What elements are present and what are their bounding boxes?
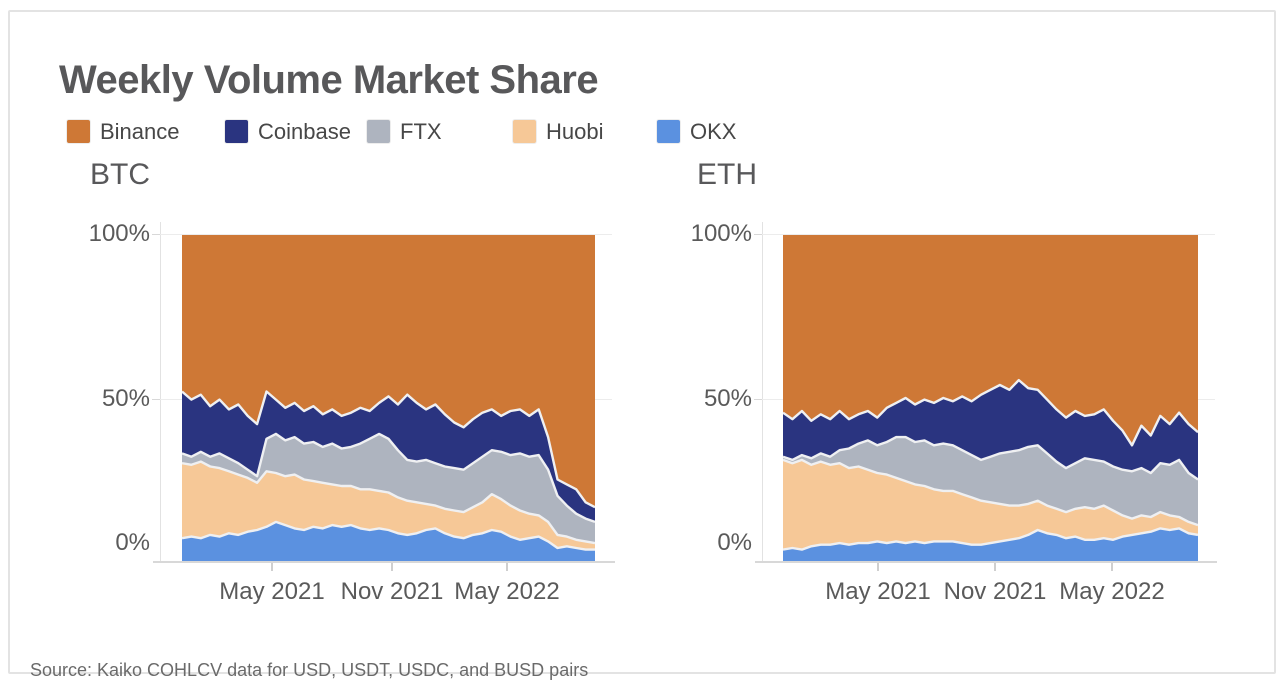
legend-swatch-okx	[657, 120, 680, 143]
btc-y-axis-line	[160, 222, 161, 563]
eth-x-label-may2021: May 2021	[825, 578, 931, 605]
btc-chart-subtitle: BTC	[90, 158, 150, 191]
area-binance	[783, 235, 1198, 446]
legend-swatch-ftx	[367, 120, 390, 143]
eth-x-label-nov2021: Nov 2021	[943, 578, 1047, 605]
area-coinbase	[783, 380, 1198, 480]
btc-gridline-100	[160, 234, 612, 235]
eth-gridline-100	[762, 234, 1215, 235]
legend-swatch-coinbase	[225, 120, 248, 143]
eth-x-tick-nov2021	[994, 563, 996, 571]
boundary-huobi	[783, 458, 1198, 527]
boundary-huobi	[182, 460, 595, 545]
btc-y-label-50: 50%	[101, 385, 150, 412]
boundary-coinbase	[783, 378, 1198, 447]
boundary-coinbase	[182, 390, 595, 509]
legend-label-coinbase: Coinbase	[258, 119, 351, 144]
boundary-okx	[182, 520, 595, 551]
area-okx	[783, 528, 1198, 561]
area-ftx	[783, 437, 1198, 526]
eth-chart-subtitle: ETH	[697, 158, 757, 191]
area-ftx	[182, 433, 595, 544]
eth-y-label-100: 100%	[690, 220, 752, 247]
btc-stacked-area-chart	[182, 235, 595, 561]
eth-y-tick-50	[754, 399, 762, 400]
eth-stacked-area-chart	[783, 235, 1198, 561]
btc-x-tick-may2021	[271, 563, 273, 571]
btc-y-tick-50	[152, 399, 160, 400]
area-huobi	[783, 459, 1198, 550]
area-huobi	[182, 461, 595, 550]
btc-y-label-100: 100%	[88, 220, 150, 247]
btc-x-label-may2022: May 2022	[454, 578, 560, 605]
btc-x-tick-may2022	[506, 563, 508, 571]
eth-x-tick-may2022	[1111, 563, 1113, 571]
btc-x-tick-nov2021	[391, 563, 393, 571]
legend-label-okx: OKX	[690, 119, 737, 144]
area-okx	[182, 521, 595, 561]
eth-x-label-may2022: May 2022	[1059, 578, 1165, 605]
source-note: Source: Kaiko COHLCV data for USD, USDT,…	[30, 660, 589, 680]
eth-y-axis-line	[762, 222, 763, 563]
eth-y-label-0: 0%	[717, 529, 752, 556]
boundary-ftx	[783, 435, 1198, 481]
eth-y-tick-100	[754, 234, 762, 235]
legend-label-ftx: FTX	[400, 119, 442, 144]
btc-y-label-0: 0%	[115, 529, 150, 556]
area-binance	[182, 235, 595, 508]
chart-card: Weekly Volume Market Share Binance Coinb…	[8, 10, 1276, 680]
btc-y-tick-100	[152, 234, 160, 235]
eth-y-label-50: 50%	[703, 385, 752, 412]
area-coinbase	[182, 391, 595, 522]
boundary-ftx	[182, 432, 595, 524]
btc-x-label-may2021: May 2021	[219, 578, 325, 605]
legend-label-binance: Binance	[100, 119, 180, 144]
btc-x-axis-line	[153, 561, 615, 563]
legend-label-huobi: Huobi	[546, 119, 604, 144]
btc-x-label-nov2021: Nov 2021	[340, 578, 444, 605]
boundary-okx	[783, 527, 1198, 551]
legend-swatch-binance	[67, 120, 90, 143]
eth-x-axis-line	[755, 561, 1217, 563]
eth-x-tick-may2021	[877, 563, 879, 571]
chart-title: Weekly Volume Market Share	[59, 58, 599, 102]
legend-swatch-huobi	[513, 120, 536, 143]
